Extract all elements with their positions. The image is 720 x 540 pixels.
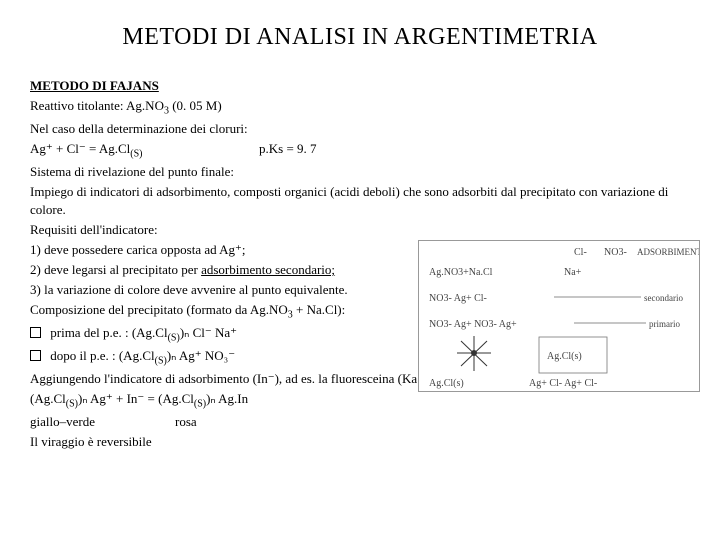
section-heading: METODO DI FAJANS — [30, 77, 690, 96]
fig-label-no3: NO3- — [604, 247, 627, 258]
equation-line: Ag⁺ + Cl⁻ = Ag.Cl(S) p.Ks = 9. 7 — [30, 140, 690, 162]
case-line: Nel caso della determinazione dei clorur… — [30, 120, 690, 139]
page-title: METODI DI ANALISI IN ARGENTIMETRIA — [30, 20, 690, 55]
color-labels: giallo–verderosa — [30, 413, 690, 432]
indicators-line: Impiego di indicatori di adsorbimento, c… — [30, 183, 690, 221]
fig-center: Ag.Cl(s) — [547, 351, 582, 362]
fig-row2r: secondario — [644, 293, 683, 303]
adsorption-diagram: Cl- NO3- ADSORBIMENTO Ag.NO3+Na.Cl Na+ N… — [418, 240, 700, 392]
reagent-line: Reattivo titolante: Ag.NO3 (0. 05 M) — [30, 97, 690, 119]
fig-label-ads: ADSORBIMENTO — [637, 247, 699, 257]
detection-line: Sistema di rivelazione del punto finale: — [30, 163, 690, 182]
fig-bottom-row: Ag+ Cl- Ag+ Cl- — [529, 378, 597, 389]
fig-row3: NO3- Ag+ NO3- Ag+ — [429, 319, 517, 330]
requirements-title: Requisiti dell'indicatore: — [30, 221, 690, 240]
fig-row2: NO3- Ag+ Cl- — [429, 293, 487, 304]
fig-row3r: primario — [649, 319, 680, 329]
fig-row1: Ag.NO3+Na.Cl — [429, 267, 493, 278]
fig-bottom-left: Ag.Cl(s) — [429, 378, 464, 389]
reversible-line: Il viraggio è reversibile — [30, 433, 690, 452]
final-equation: (Ag.Cl(S))ₙ Ag⁺ + In⁻ = (Ag.Cl(S))ₙ Ag.I… — [30, 390, 690, 412]
fig-label-cl: Cl- — [574, 247, 587, 258]
svg-text:Na+: Na+ — [564, 267, 582, 278]
